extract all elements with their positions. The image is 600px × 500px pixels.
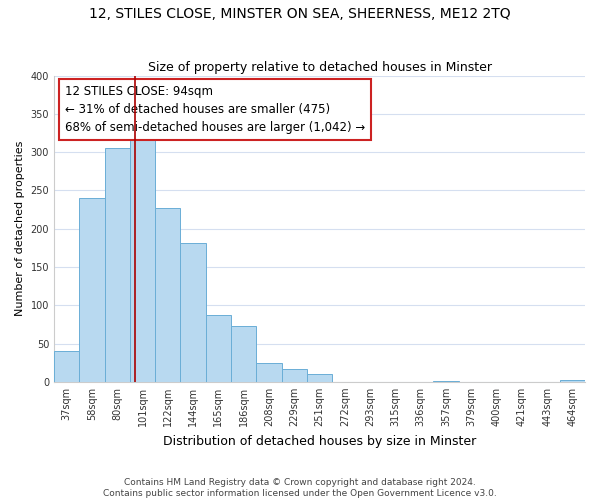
Bar xyxy=(231,326,256,382)
Text: 12, STILES CLOSE, MINSTER ON SEA, SHEERNESS, ME12 2TQ: 12, STILES CLOSE, MINSTER ON SEA, SHEERN… xyxy=(89,8,511,22)
Bar xyxy=(54,351,79,382)
Bar xyxy=(130,133,155,382)
Bar xyxy=(256,362,281,382)
Bar xyxy=(560,380,585,382)
Bar xyxy=(206,315,231,382)
Bar xyxy=(433,381,458,382)
Bar xyxy=(155,208,181,382)
Y-axis label: Number of detached properties: Number of detached properties xyxy=(15,141,25,316)
Text: 12 STILES CLOSE: 94sqm
← 31% of detached houses are smaller (475)
68% of semi-de: 12 STILES CLOSE: 94sqm ← 31% of detached… xyxy=(65,85,365,134)
Bar xyxy=(307,374,332,382)
Text: Contains HM Land Registry data © Crown copyright and database right 2024.
Contai: Contains HM Land Registry data © Crown c… xyxy=(103,478,497,498)
Bar xyxy=(181,244,206,382)
X-axis label: Distribution of detached houses by size in Minster: Distribution of detached houses by size … xyxy=(163,434,476,448)
Title: Size of property relative to detached houses in Minster: Size of property relative to detached ho… xyxy=(148,62,491,74)
Bar xyxy=(79,198,104,382)
Bar xyxy=(281,369,307,382)
Bar xyxy=(104,148,130,382)
